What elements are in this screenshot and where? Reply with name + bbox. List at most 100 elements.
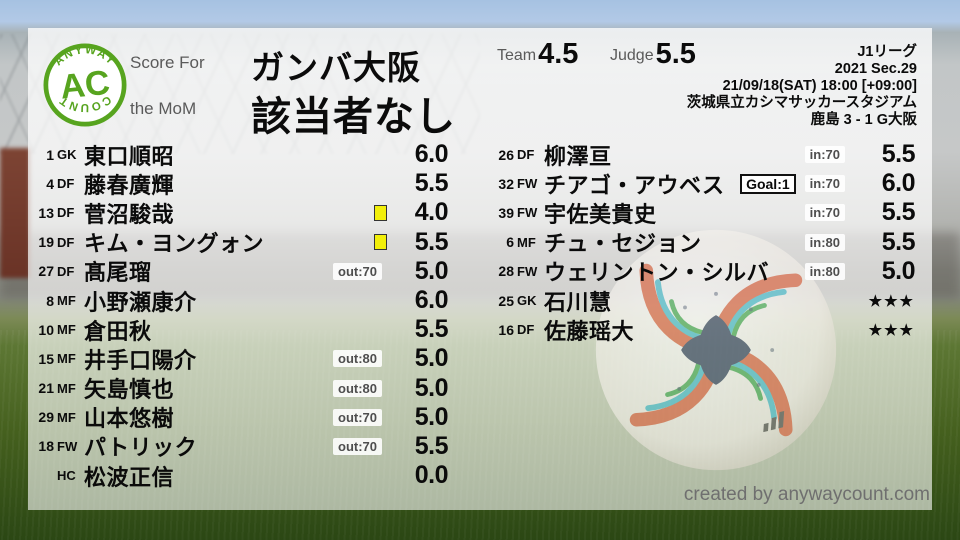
yellow-card-icon bbox=[374, 234, 387, 251]
player-number: 19 bbox=[38, 234, 54, 251]
logo-ac-monogram: AC bbox=[58, 64, 111, 107]
player-number: 4 bbox=[46, 175, 54, 192]
player-name: 柳澤亘 bbox=[544, 143, 612, 169]
match-result: 鹿島 3 - 1 G大阪 bbox=[810, 112, 917, 128]
player-rating: 5.5 bbox=[881, 140, 916, 169]
player-name: 宇佐美貴史 bbox=[544, 201, 657, 227]
player-name: 倉田秋 bbox=[84, 318, 152, 344]
player-row: 19 DF キム・ヨングォン 5.5 bbox=[30, 228, 448, 257]
team-score-label: Team bbox=[497, 47, 537, 64]
player-row: 28 FW ウェリントン・シルバ in:80 5.0 bbox=[490, 257, 915, 286]
anywaycount-logo: ANYWAY COUNT AC bbox=[43, 43, 127, 127]
player-position: DF bbox=[57, 205, 75, 221]
substitution-badge: in:80 bbox=[804, 233, 845, 251]
player-rating: 5.5 bbox=[414, 169, 449, 198]
player-position: GK bbox=[517, 293, 537, 309]
player-position: MF bbox=[57, 293, 76, 309]
mom-value: 該当者なし bbox=[251, 95, 456, 139]
substitution-badge: in:70 bbox=[804, 175, 845, 193]
player-rating: 5.0 bbox=[414, 373, 449, 402]
player-position: GK bbox=[57, 147, 77, 163]
venue: 茨城県立カシマサッカースタジアム bbox=[686, 95, 917, 111]
player-name: パトリック bbox=[84, 435, 198, 461]
player-position: MF bbox=[57, 409, 76, 425]
player-number: 25 bbox=[498, 292, 514, 309]
player-name: 小野瀬康介 bbox=[84, 289, 197, 315]
score-for-label: Score For bbox=[130, 53, 205, 72]
player-number: 6 bbox=[506, 234, 514, 251]
substitution-badge: in:70 bbox=[804, 204, 845, 222]
player-number: 1 bbox=[46, 146, 54, 163]
substitution-badge: out:80 bbox=[333, 379, 382, 397]
substitution-badge: in:80 bbox=[804, 262, 845, 280]
player-number: 10 bbox=[38, 321, 54, 338]
player-rating: 5.0 bbox=[881, 256, 916, 285]
player-name: チアゴ・アウベス bbox=[544, 172, 725, 198]
match-datetime: 21/09/18(SAT) 18:00 [+09:00] bbox=[722, 78, 917, 94]
player-rating: 5.5 bbox=[414, 431, 449, 460]
player-number: 18 bbox=[38, 438, 54, 455]
player-position: FW bbox=[517, 176, 538, 192]
player-number: 21 bbox=[38, 380, 54, 397]
player-position: MF bbox=[517, 234, 536, 250]
season-label: 2021 Sec.29 bbox=[834, 61, 917, 77]
player-name: 藤春廣輝 bbox=[84, 172, 175, 198]
credit-text: created by anywaycount.com bbox=[683, 484, 930, 505]
player-row: HC 松波正信 0.0 bbox=[30, 461, 449, 490]
player-position: DF bbox=[57, 176, 75, 192]
player-number: 16 bbox=[498, 321, 514, 338]
player-row: 4 DF 藤春廣輝 5.5 bbox=[30, 169, 448, 198]
player-name: 佐藤瑶大 bbox=[544, 318, 635, 344]
player-rating: 0.0 bbox=[414, 461, 449, 490]
substitution-badge: out:70 bbox=[333, 408, 382, 426]
player-number: 39 bbox=[498, 204, 514, 221]
player-row: 21 MF 矢島慎也 out:80 5.0 bbox=[30, 374, 448, 403]
player-rating: ★★★ bbox=[868, 321, 915, 339]
goal-badge: Goal:1 bbox=[740, 173, 796, 194]
player-row: 26 DF 柳澤亘 in:70 5.5 bbox=[490, 140, 915, 169]
player-name: 山本悠樹 bbox=[84, 406, 175, 432]
player-rating: 5.5 bbox=[414, 227, 449, 256]
player-position: DF bbox=[57, 263, 75, 279]
player-name: 松波正信 bbox=[84, 464, 175, 490]
player-row: 16 DF 佐藤瑶大 ★★★ bbox=[490, 315, 915, 344]
starting-lineup-list: 1 GK 東口順昭 6.0 4 DF 藤春廣輝 5.5 13 DF 菅沼駿哉 4.0 19 DF キム・ヨン… bbox=[30, 140, 448, 490]
player-rating: 6.0 bbox=[414, 286, 449, 315]
player-row: 29 MF 山本悠樹 out:70 5.0 bbox=[30, 403, 448, 432]
player-position: FW bbox=[517, 263, 538, 279]
match-info-block: J1リーグ 2021 Sec.29 21/09/18(SAT) 18:00 [+… bbox=[687, 44, 917, 129]
soccer-ball bbox=[595, 229, 837, 471]
player-name: チュ・セジョン bbox=[544, 231, 702, 257]
team-score-value: 4.5 bbox=[538, 38, 579, 70]
player-number: 32 bbox=[498, 175, 514, 192]
judge-score-pair: Judge 5.5 bbox=[610, 40, 696, 69]
player-rating: 6.0 bbox=[414, 140, 449, 169]
player-number: 27 bbox=[38, 263, 54, 280]
player-name: 矢島慎也 bbox=[84, 377, 175, 403]
player-row: 10 MF 倉田秋 5.5 bbox=[30, 315, 448, 344]
substitution-badge: out:70 bbox=[333, 437, 382, 455]
team-score-pair: Team 4.5 bbox=[497, 40, 578, 69]
player-position: DF bbox=[517, 147, 535, 163]
adidas-logo bbox=[763, 410, 785, 433]
player-name: キム・ヨングォン bbox=[84, 231, 265, 257]
player-rating: 4.0 bbox=[414, 198, 449, 227]
substitution-badge: out:70 bbox=[333, 262, 382, 280]
judge-score-label: Judge bbox=[610, 47, 654, 64]
player-rating: 5.5 bbox=[881, 227, 916, 256]
mom-label: the MoM bbox=[130, 99, 197, 118]
player-row: 13 DF 菅沼駿哉 4.0 bbox=[30, 198, 448, 227]
player-number: 28 bbox=[498, 263, 514, 280]
player-number: 29 bbox=[38, 409, 54, 426]
player-name: ウェリントン・シルバ bbox=[544, 260, 770, 286]
substitution-badge: in:70 bbox=[804, 146, 845, 164]
player-name: 東口順昭 bbox=[84, 143, 175, 169]
player-rating: 5.0 bbox=[414, 256, 449, 285]
team-name: ガンバ大阪 bbox=[251, 49, 421, 86]
player-row: 1 GK 東口順昭 6.0 bbox=[30, 140, 448, 169]
player-position: MF bbox=[57, 351, 76, 367]
player-position: MF bbox=[57, 322, 76, 338]
player-position: HC bbox=[57, 468, 76, 484]
player-row: 25 GK 石川慧 ★★★ bbox=[490, 286, 915, 315]
judge-score-value: 5.5 bbox=[655, 38, 696, 70]
